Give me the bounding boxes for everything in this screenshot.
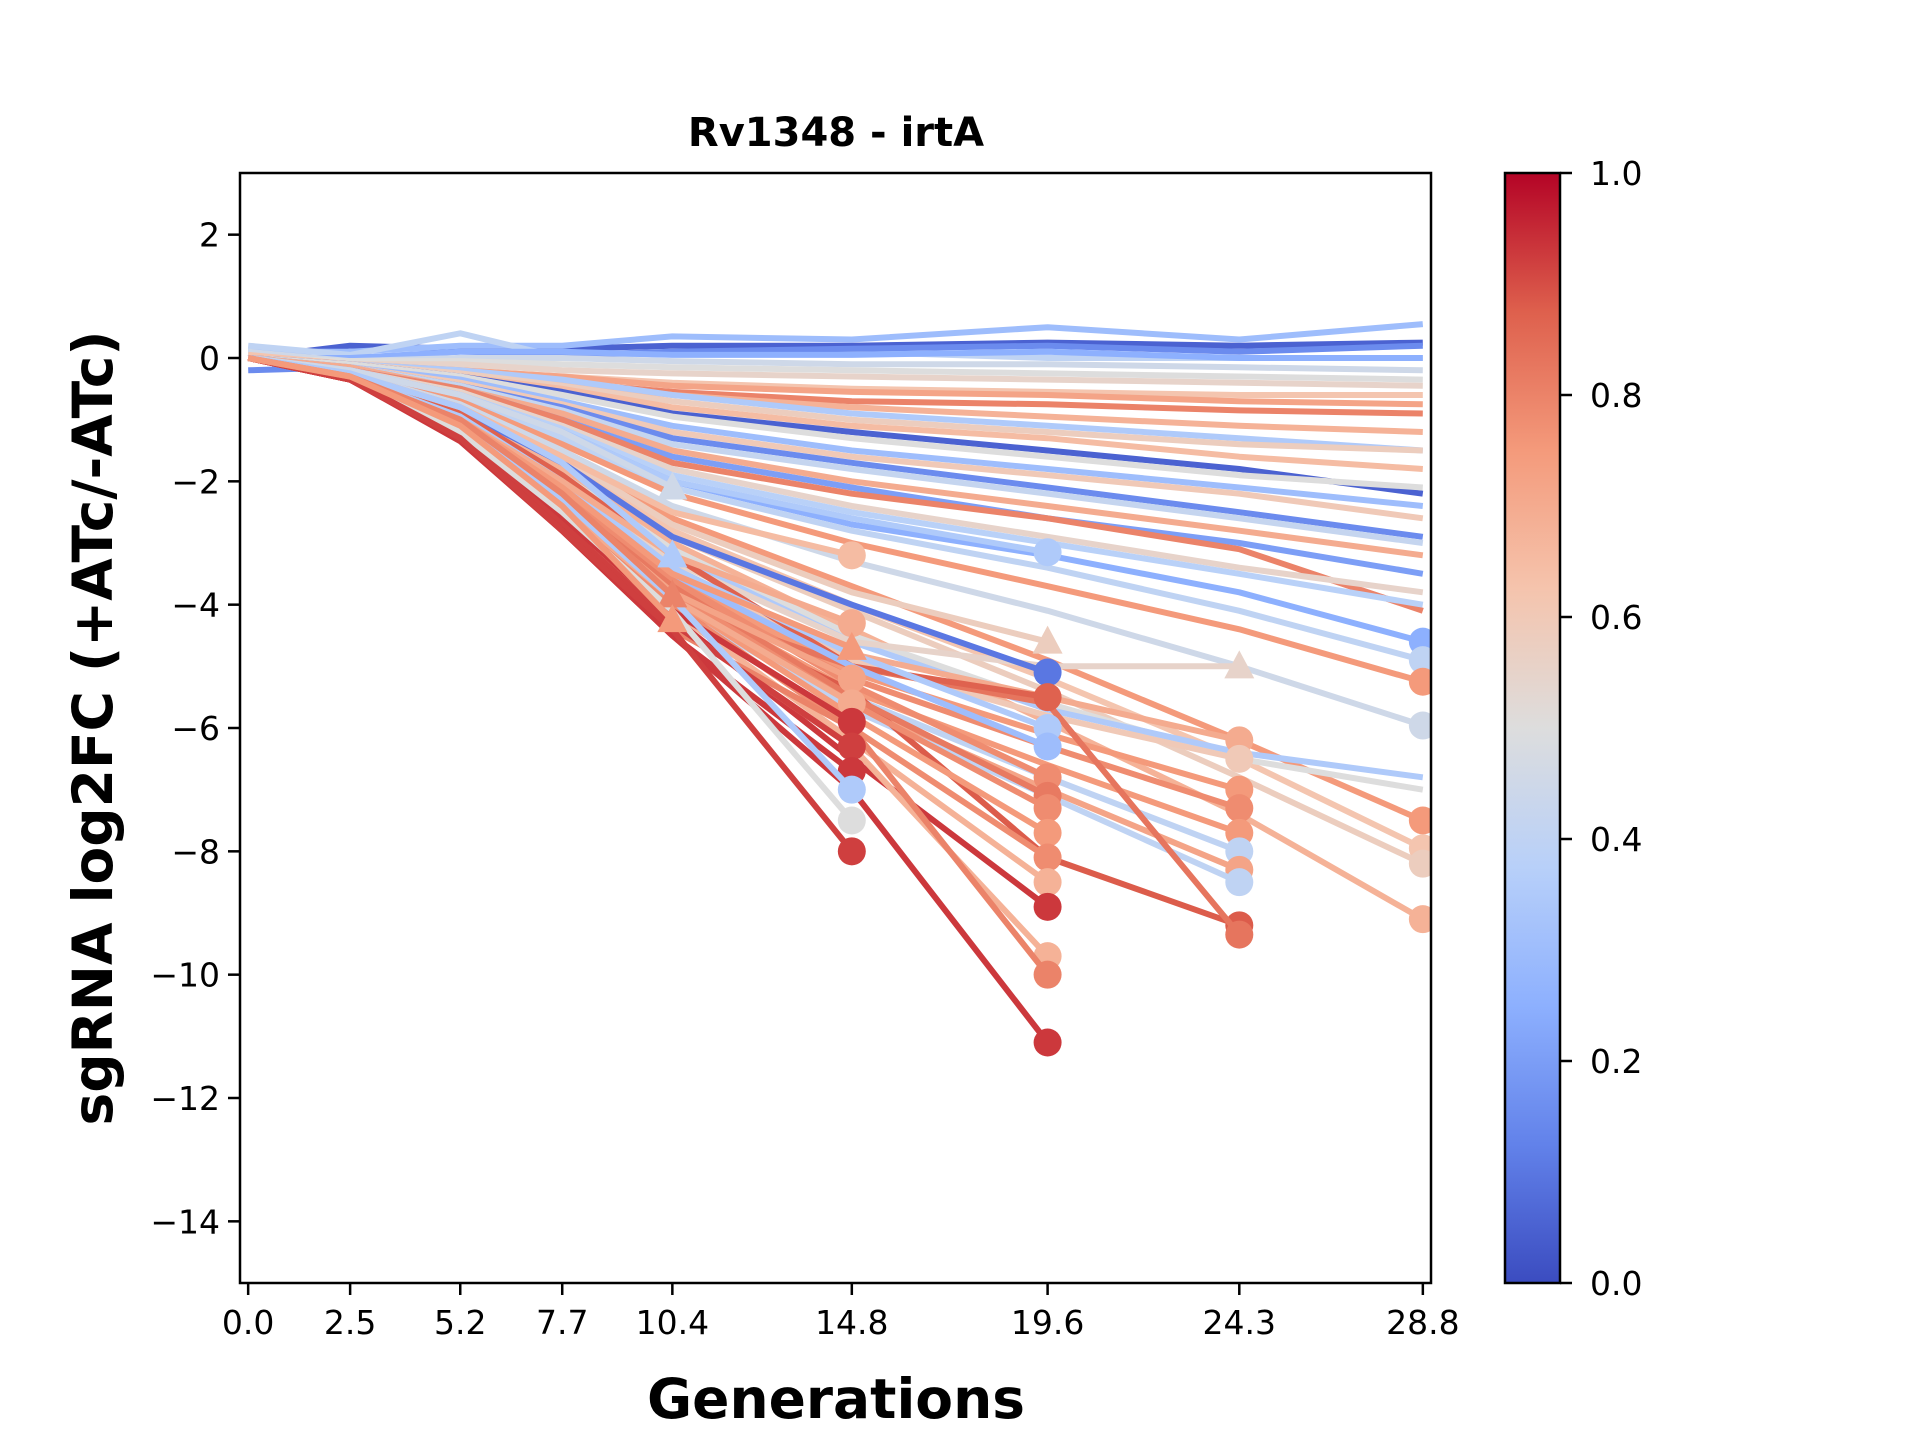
colorbar-tick-label: 0.2 — [1590, 1042, 1642, 1081]
y-tick-label: −4 — [171, 586, 220, 625]
y-axis-label: sgRNA log2FC (+ATc/-ATc) — [61, 330, 125, 1125]
circle-marker — [837, 837, 866, 866]
colorbar-tick-label: 0.6 — [1590, 598, 1642, 637]
circle-marker — [1033, 892, 1062, 921]
x-tick-label: 10.4 — [636, 1303, 709, 1342]
triangle-marker — [657, 579, 688, 608]
circle-marker — [1033, 960, 1062, 989]
y-tick-label: 0 — [199, 339, 220, 378]
circle-marker — [837, 664, 866, 693]
circle-marker — [1225, 794, 1254, 823]
series-6 — [248, 355, 1423, 383]
circle-marker — [1033, 818, 1062, 847]
circle-marker — [1225, 920, 1254, 949]
triangle-marker — [1224, 650, 1255, 679]
colorbar-tick-label: 0.0 — [1590, 1264, 1642, 1303]
y-axis: 2 0 −2 −4 −6 −8 −10 −12 −14 — [150, 216, 240, 1241]
circle-marker — [1408, 711, 1431, 740]
colorbar — [1503, 171, 1562, 1285]
colorbar-tick-label: 0.8 — [1590, 376, 1642, 415]
y-tick-label: −2 — [171, 462, 220, 501]
circle-marker — [837, 775, 866, 804]
circle-marker — [837, 806, 866, 835]
x-tick-label: 0.0 — [222, 1303, 274, 1342]
circle-marker — [1033, 1028, 1062, 1057]
circle-marker — [1225, 868, 1254, 897]
circle-marker — [1408, 849, 1431, 878]
triangle-marker — [657, 604, 688, 633]
circle-marker — [1033, 732, 1062, 761]
series-77 — [247, 355, 688, 633]
x-tick-label: 28.8 — [1386, 1303, 1459, 1342]
circle-marker — [837, 541, 866, 570]
colorbar-axis: 0.0 0.2 0.4 0.6 0.8 1.0 — [1560, 154, 1642, 1303]
series-line — [248, 348, 1423, 361]
triangle-marker — [657, 539, 688, 568]
circle-marker — [1408, 905, 1431, 934]
x-tick-label: 14.8 — [815, 1303, 888, 1342]
y-tick-label: −10 — [150, 956, 220, 995]
x-axis: 0.0 2.5 5.2 7.7 10.4 14.8 19.6 24.3 28.8 — [222, 1283, 1460, 1342]
circle-marker — [837, 732, 866, 761]
circle-marker — [837, 707, 866, 736]
circle-marker — [1033, 843, 1062, 872]
y-tick-label: −8 — [171, 832, 220, 871]
triangle-marker — [657, 471, 688, 500]
series-4 — [248, 348, 1423, 361]
circle-marker — [837, 609, 866, 638]
circle-marker — [1033, 683, 1062, 712]
y-tick-label: −6 — [171, 709, 220, 748]
series-layer — [247, 321, 1431, 1057]
series-line — [247, 355, 675, 623]
circle-marker — [1033, 538, 1062, 567]
x-tick-label: 5.2 — [434, 1303, 486, 1342]
series-line — [248, 355, 1423, 383]
x-tick-label: 19.6 — [1011, 1303, 1084, 1342]
x-tick-label: 2.5 — [324, 1303, 376, 1342]
series-line — [248, 355, 1424, 491]
circle-marker — [1033, 794, 1062, 823]
x-axis-label: Generations — [647, 1367, 1025, 1431]
colorbar-tick-label: 0.4 — [1590, 820, 1642, 859]
y-tick-label: −14 — [150, 1202, 220, 1241]
y-tick-label: 2 — [199, 216, 220, 255]
colorbar-tick-label: 1.0 — [1590, 154, 1642, 193]
circle-marker — [1408, 667, 1431, 696]
circle-marker — [1408, 646, 1431, 675]
triangle-marker — [836, 631, 867, 660]
x-tick-label: 7.7 — [536, 1303, 588, 1342]
circle-marker — [1225, 744, 1254, 773]
chart-title: Rv1348 - irtA — [688, 110, 984, 156]
x-tick-label: 24.3 — [1203, 1303, 1276, 1342]
circle-marker — [1408, 806, 1431, 835]
circle-marker — [1033, 868, 1062, 897]
triangle-marker — [1032, 625, 1063, 654]
y-tick-label: −12 — [150, 1079, 220, 1118]
series-16 — [248, 355, 1424, 491]
circle-marker — [1033, 658, 1062, 687]
